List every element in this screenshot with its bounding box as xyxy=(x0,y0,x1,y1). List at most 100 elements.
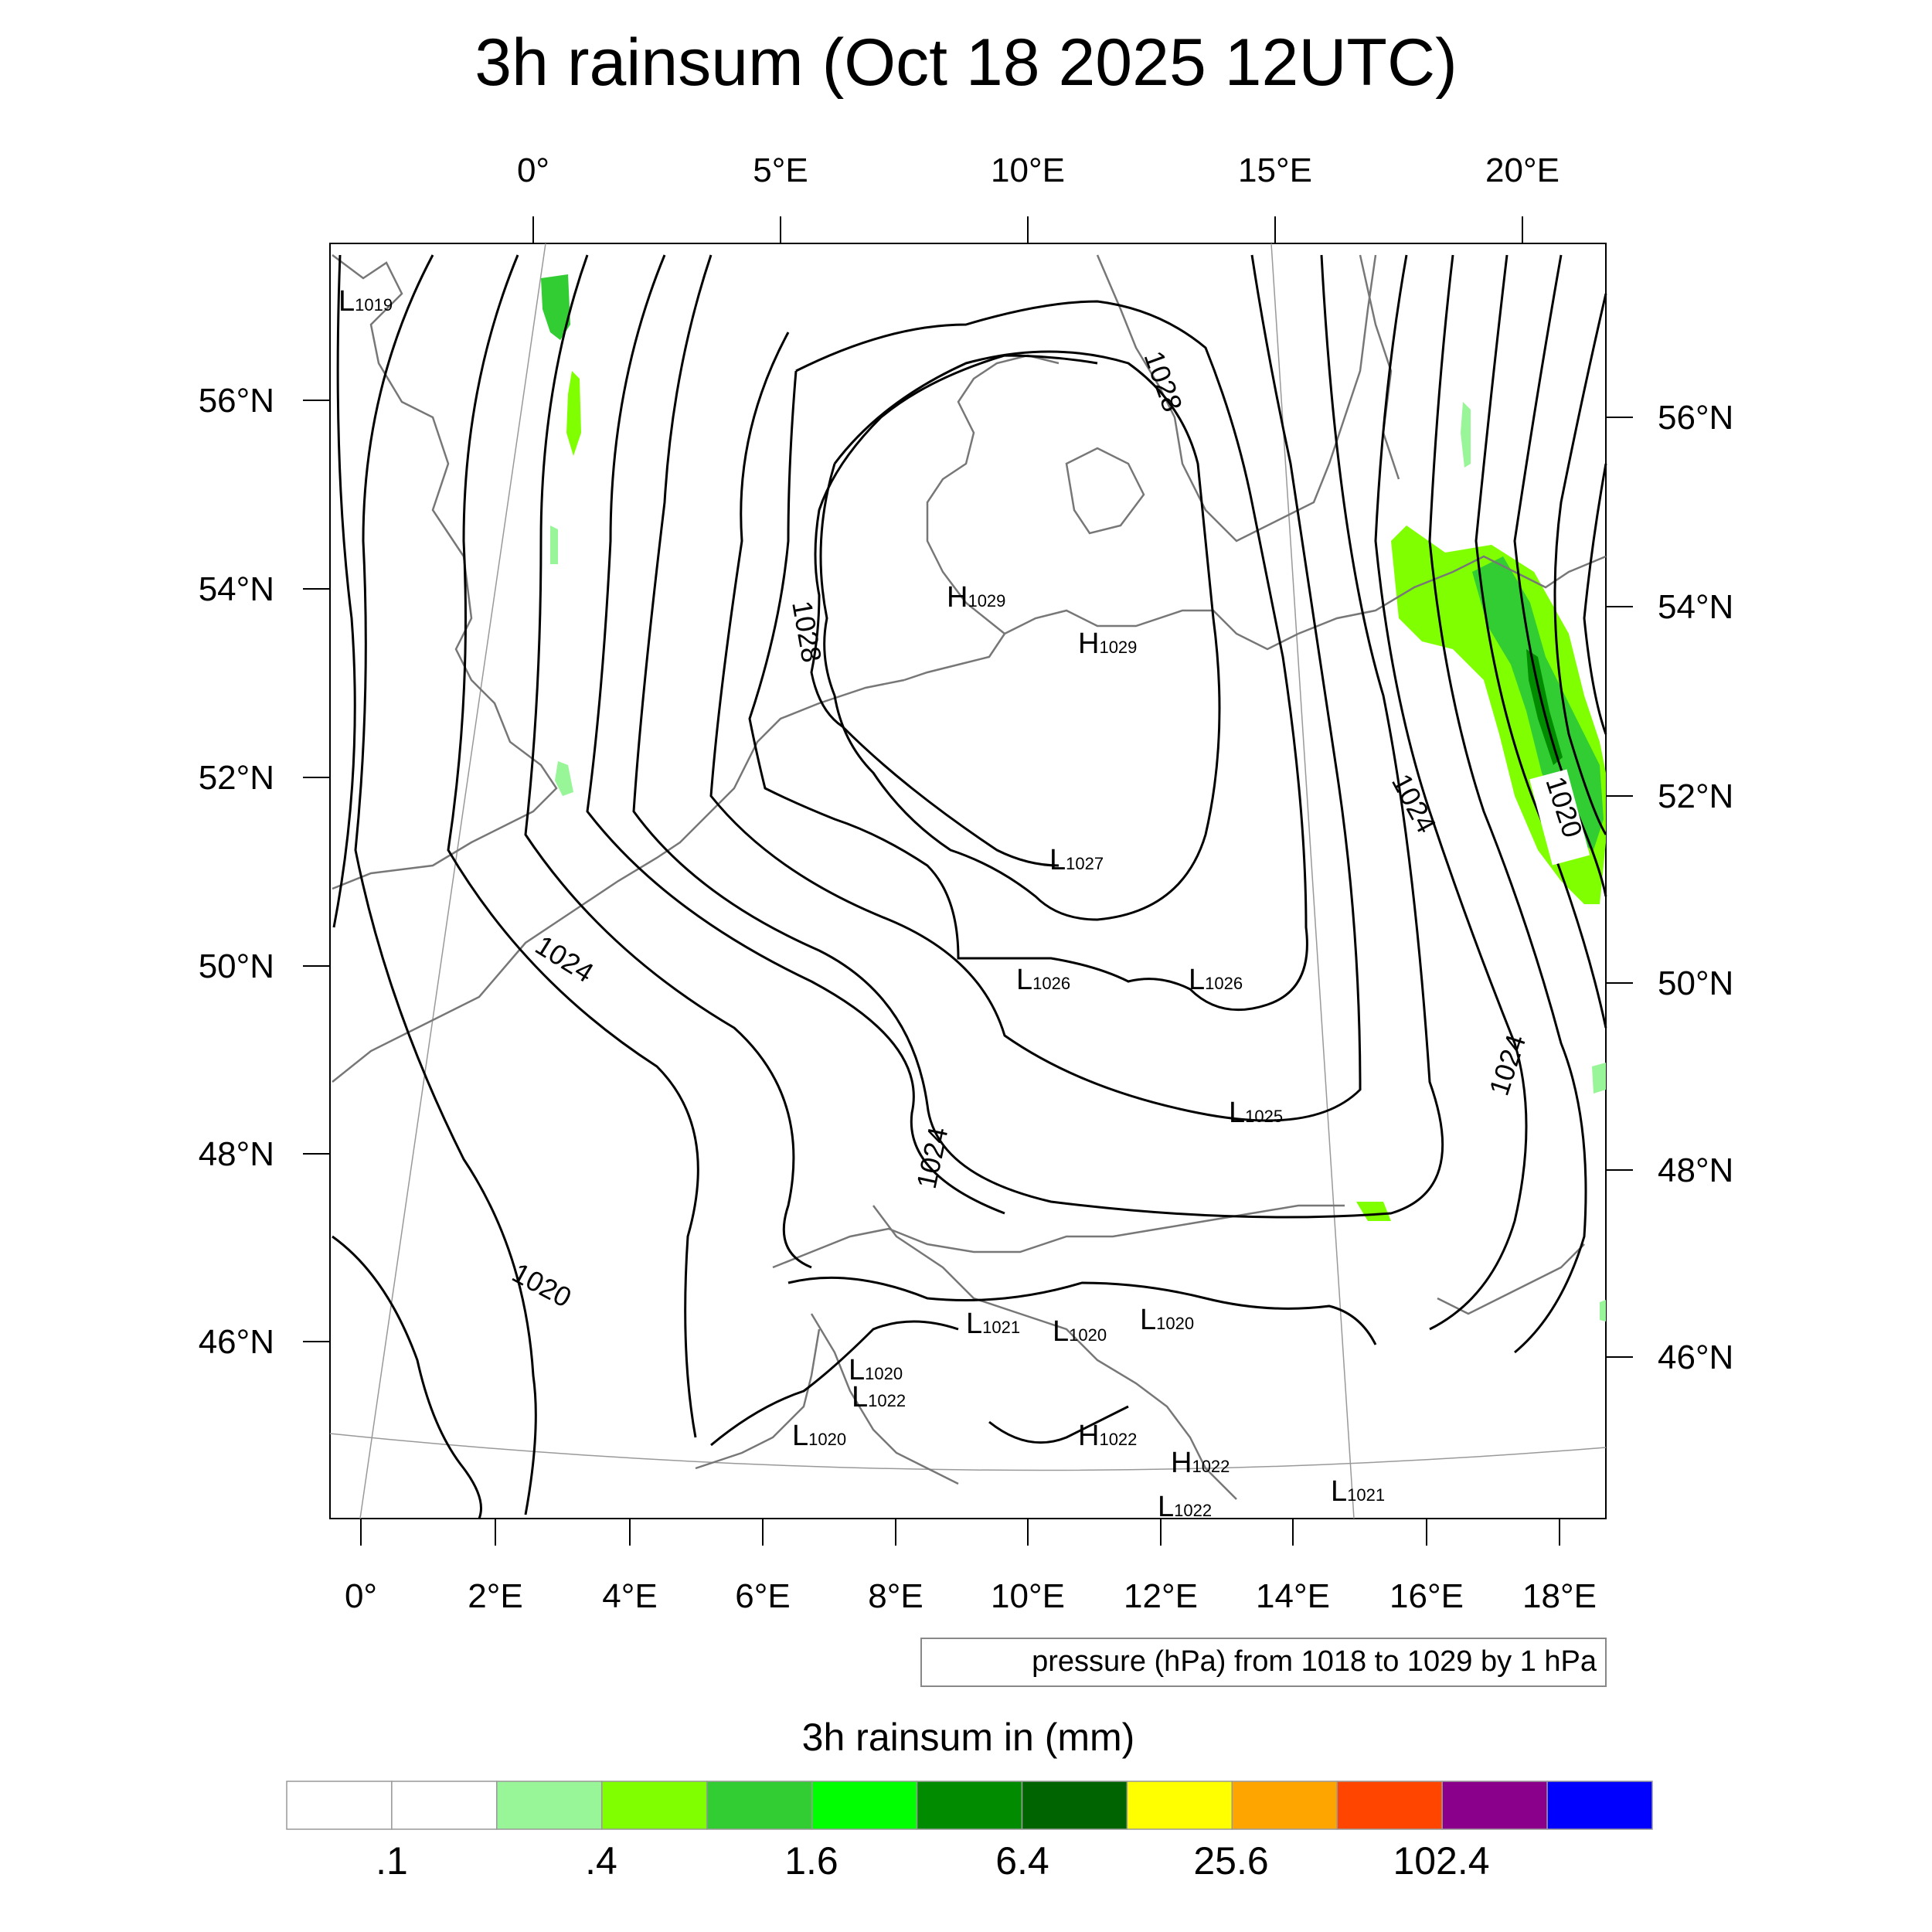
pressure-center: H1022 xyxy=(1078,1420,1137,1452)
isobar-1026 xyxy=(748,300,1308,1012)
colorbar-boxes xyxy=(286,1781,1653,1830)
left-lat-label: 54°N xyxy=(199,570,274,608)
top-lon-label: 0° xyxy=(517,151,549,189)
bottom-lon-label: 8°E xyxy=(868,1577,923,1615)
pressure-center: L1026 xyxy=(1189,964,1243,996)
top-lon-axis: 0° 5°E 10°E 15°E 20°E xyxy=(517,151,1560,243)
graticule xyxy=(329,243,1607,1519)
bottom-lon-label: 14°E xyxy=(1256,1577,1330,1615)
map-title: 3h rainsum (Oct 18 2025 12UTC) xyxy=(474,26,1457,100)
colorbar-box xyxy=(916,1781,1023,1830)
bottom-lon-label: 6°E xyxy=(735,1577,790,1615)
bottom-lon-label: 4°E xyxy=(602,1577,657,1615)
coast-danish-islands xyxy=(1065,447,1145,535)
isobar-label-bg xyxy=(1529,769,1590,866)
coast-eastern xyxy=(1437,1243,1585,1315)
rain-area-austria xyxy=(1356,1202,1391,1221)
pressure-center: L1020 xyxy=(849,1354,903,1386)
isobar-1027 xyxy=(819,350,1221,921)
isobar-1023 xyxy=(586,254,1005,1215)
pressure-center: L1026 xyxy=(1016,964,1070,996)
right-lat-label: 54°N xyxy=(1658,588,1733,626)
colorbar-box xyxy=(391,1781,498,1830)
colorbar-box xyxy=(496,1781,603,1830)
pressure-center: L1020 xyxy=(1140,1304,1194,1336)
coast-adriatic xyxy=(872,1205,1237,1500)
coastlines-borders xyxy=(332,254,1607,1500)
coast-france-benelux xyxy=(332,679,905,1083)
colorbar-box xyxy=(1021,1781,1128,1830)
isobar-italy-2 xyxy=(988,1405,1129,1444)
isobar-1021 xyxy=(447,254,699,1438)
pressure-center: L1020 xyxy=(1053,1315,1107,1348)
isobar-1020-east xyxy=(1553,293,1607,835)
pressure-center: L1025 xyxy=(1229,1097,1283,1129)
bottom-lon-label: 16°E xyxy=(1389,1577,1464,1615)
colorbar-tick-label: 1.6 xyxy=(784,1839,838,1883)
left-lat-label: 48°N xyxy=(199,1135,274,1173)
rain-area-east-edge xyxy=(1592,1063,1606,1094)
pressure-center: H1029 xyxy=(1078,628,1137,660)
colorbar-box xyxy=(601,1781,708,1830)
isobar-1023-east xyxy=(1428,254,1587,1354)
pressure-center: H1022 xyxy=(1171,1447,1230,1479)
coast-baltic-poland xyxy=(1298,555,1607,635)
top-lon-label: 5°E xyxy=(753,151,808,189)
top-lon-label: 10°E xyxy=(991,151,1065,189)
contour-info-frame xyxy=(920,1638,1607,1687)
rain-area-north-sea-1 xyxy=(541,274,570,340)
isobars xyxy=(332,254,1607,1519)
isobar-1022-east xyxy=(1475,254,1607,1029)
colorbar-tick-label: 25.6 xyxy=(1193,1839,1268,1883)
left-lat-axis: 56°N 54°N 52°N 50°N 48°N 46°N xyxy=(199,382,330,1361)
pressure-center: L1019 xyxy=(338,285,393,318)
isobar-1028 xyxy=(810,354,1098,867)
bottom-lon-label: 2°E xyxy=(468,1577,522,1615)
isobar-1019 xyxy=(332,254,356,928)
isobar-south-west xyxy=(332,1235,482,1519)
isobar-1025 xyxy=(709,254,1362,1122)
left-lat-label: 56°N xyxy=(199,382,274,420)
top-lon-label: 20°E xyxy=(1485,151,1560,189)
rain-area-north-sea-3 xyxy=(550,526,558,564)
colorbar-title: 3h rainsum in (mm) xyxy=(802,1716,1135,1759)
colorbar-tick-label: 6.4 xyxy=(995,1839,1049,1883)
colorbar-tick-label: .4 xyxy=(585,1839,617,1883)
colorbar-box xyxy=(1441,1781,1548,1830)
isobar-1020-west xyxy=(354,254,537,1515)
colorbar-box xyxy=(706,1781,813,1830)
isobar-1019-east xyxy=(1583,463,1607,735)
bottom-lon-label: 10°E xyxy=(991,1577,1065,1615)
colorbar-tick-label: .1 xyxy=(376,1839,408,1883)
top-lon-label: 15°E xyxy=(1238,151,1312,189)
colorbar-box xyxy=(1231,1781,1338,1830)
colorbar-box xyxy=(1546,1781,1653,1830)
bottom-lon-axis: 0° 2°E 4°E 6°E 8°E 10°E 12°E 14°E 16°E 1… xyxy=(345,1519,1597,1615)
coast-jutland xyxy=(926,354,1060,634)
rain-area-belgium xyxy=(555,761,573,796)
coast-italy-west xyxy=(810,1313,959,1485)
graticule-meridian-15e xyxy=(1270,243,1355,1519)
graticule-meridian-0 xyxy=(359,243,546,1519)
isobar-1024 xyxy=(632,254,1444,1219)
pressure-center: L1022 xyxy=(852,1381,906,1413)
colorbar-tick-label: 102.4 xyxy=(1393,1839,1489,1883)
colorbar-box xyxy=(286,1781,393,1830)
rain-area-baltic-small xyxy=(1461,402,1471,468)
colorbar-box xyxy=(1336,1781,1443,1830)
pressure-centers: L1019 H1029 H1029 L1027 L1026 L1026 L102… xyxy=(338,285,1385,1523)
border-scandinavia xyxy=(1359,254,1400,480)
bottom-lon-label: 12°E xyxy=(1124,1577,1198,1615)
pressure-center: L1020 xyxy=(792,1420,846,1452)
contour-info-box: pressure (hPa) from 1018 to 1029 by 1 hP… xyxy=(920,1638,1607,1687)
map-panel: 1028 1028 1024 1024 1024 1024 1020 1020 … xyxy=(329,243,1607,1523)
left-lat-label: 50°N xyxy=(199,947,274,985)
right-lat-axis: 56°N 54°N 52°N 50°N 48°N 46°N xyxy=(1606,399,1733,1376)
coast-ligurian xyxy=(695,1328,821,1470)
isobar-1024-east xyxy=(1374,254,1528,1331)
right-lat-label: 46°N xyxy=(1658,1338,1733,1376)
coast-germany-north xyxy=(903,609,1299,682)
contour-info-text: pressure (hPa) from 1018 to 1029 by 1 hP… xyxy=(1032,1645,1597,1678)
right-lat-label: 52°N xyxy=(1658,777,1733,815)
